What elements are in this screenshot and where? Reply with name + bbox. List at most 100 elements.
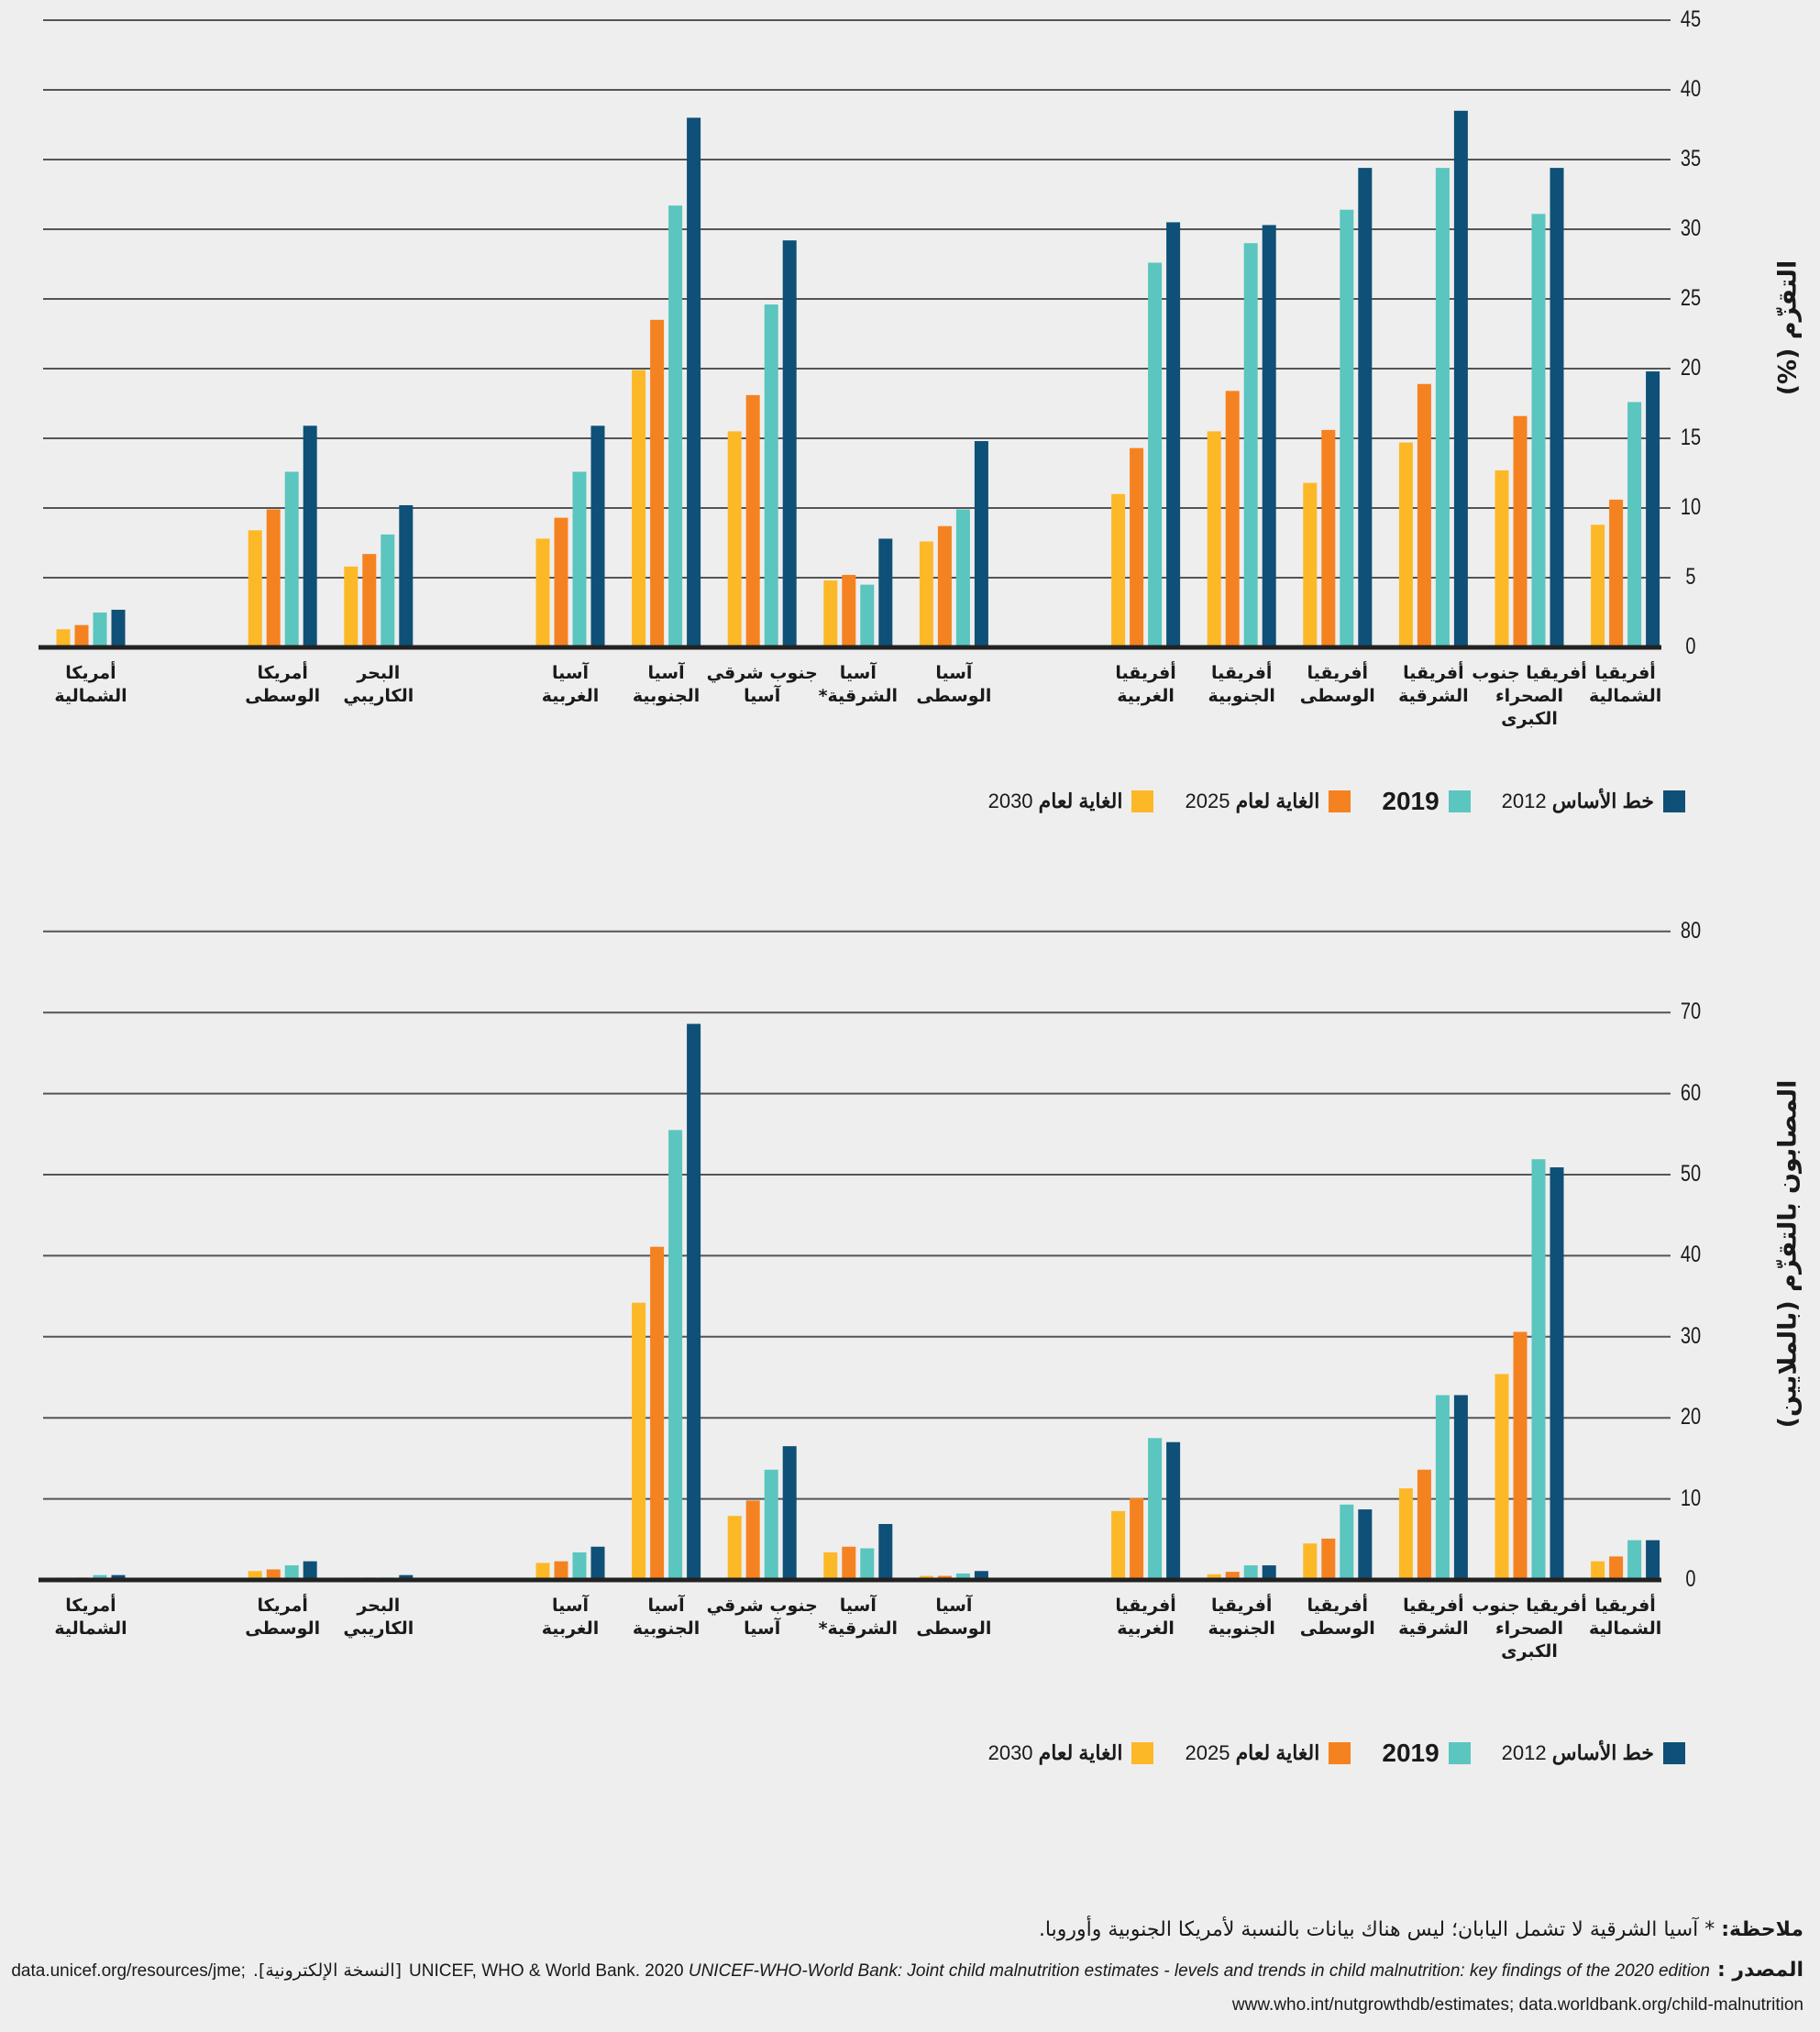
bar xyxy=(111,1574,126,1580)
category-label: أفريقيا الشمالية xyxy=(1588,663,1662,706)
bar xyxy=(248,530,262,647)
category-label: آسيا الجنوبية xyxy=(632,663,700,706)
bar xyxy=(303,425,317,647)
y-tick-label: 60 xyxy=(1680,1079,1702,1106)
legend-label: الغاية لعام xyxy=(1235,790,1320,812)
y-tick-label: 10 xyxy=(1680,494,1702,520)
bar xyxy=(590,1546,605,1580)
category-label: آسيا الجنوبية xyxy=(632,1596,700,1639)
chart-2-legend: خط الأساس 2012 2019 الغاية لعام 2025 الغ… xyxy=(988,1739,1685,1768)
source-url-unicef[interactable]: data.unicef.org/resources/jme; xyxy=(11,1961,246,1981)
bar xyxy=(974,1571,988,1580)
legend-swatch xyxy=(1663,790,1685,812)
legend-year: 2025 xyxy=(1185,1741,1230,1764)
bar xyxy=(823,580,838,647)
bar xyxy=(266,1569,281,1580)
bar xyxy=(1321,1538,1336,1580)
legend-swatch xyxy=(1448,790,1471,812)
bar xyxy=(860,584,875,647)
category-label: جنوب شرقي آسيا xyxy=(706,663,818,706)
bar xyxy=(266,509,281,647)
bar xyxy=(303,1561,317,1580)
bar xyxy=(572,471,587,647)
y-tick-label: 15 xyxy=(1680,425,1702,450)
bar xyxy=(1111,1510,1126,1580)
category-label: آسيا الشرقية* xyxy=(818,1596,899,1639)
bar xyxy=(842,1546,856,1580)
bar xyxy=(1166,222,1181,647)
bar xyxy=(1303,482,1318,647)
bar xyxy=(554,1561,568,1580)
bar xyxy=(782,240,797,647)
y-tick-label: 0 xyxy=(1685,634,1696,659)
bar xyxy=(1513,1331,1528,1580)
category-label: أفريقيا الجنوبية xyxy=(1208,663,1275,706)
bar xyxy=(1207,431,1221,647)
bar xyxy=(687,1023,701,1580)
y-tick-label: 5 xyxy=(1685,564,1696,590)
bar xyxy=(93,613,107,647)
legend-swatch xyxy=(1329,1742,1351,1764)
bar xyxy=(1417,383,1431,647)
bar xyxy=(919,541,933,647)
category-label: آسيا الشرقية* xyxy=(818,663,899,706)
bar xyxy=(650,1246,665,1580)
bar xyxy=(1646,1540,1660,1580)
bar xyxy=(1627,402,1642,647)
bar xyxy=(955,1573,970,1580)
bar xyxy=(1243,243,1258,647)
category-label: أمريكا الوسطى xyxy=(245,1596,321,1639)
bar xyxy=(93,1574,107,1580)
bar xyxy=(1609,499,1624,647)
source-title: UNICEF-WHO-World Bank: Joint child malnu… xyxy=(688,1961,1710,1981)
legend-label: الغاية لعام xyxy=(1235,1741,1320,1764)
bar xyxy=(745,1500,760,1580)
legend-label: 2019 xyxy=(1382,1739,1439,1767)
bar xyxy=(535,538,550,647)
bar xyxy=(860,1548,875,1580)
source-citation: UNICEF, WHO & World Bank. 2020 UNICEF-WH… xyxy=(409,1961,1710,1982)
bar xyxy=(1531,1159,1546,1580)
bar xyxy=(764,304,778,647)
bar xyxy=(74,624,89,647)
bar xyxy=(1398,442,1413,647)
y-tick-label: 30 xyxy=(1680,215,1702,241)
bar xyxy=(1435,1395,1450,1580)
category-label: أفريقيا الوسطى xyxy=(1299,1596,1375,1639)
bar xyxy=(362,554,377,647)
bar xyxy=(399,504,414,647)
bar xyxy=(572,1552,587,1580)
bar xyxy=(1130,1497,1144,1580)
bar xyxy=(1243,1565,1258,1580)
y-tick-label: 70 xyxy=(1680,999,1702,1025)
category-label: البحر الكاريبي xyxy=(343,1596,414,1639)
bar xyxy=(399,1574,414,1580)
bar xyxy=(687,117,701,647)
source-line: المصدر : UNICEF, WHO & World Bank. 2020 … xyxy=(11,1959,1803,1982)
bar xyxy=(344,566,358,647)
bar xyxy=(1207,1574,1221,1580)
y-tick-label: 0 xyxy=(1685,1566,1696,1592)
bar xyxy=(764,1469,778,1580)
category-label: آسيا الوسطى xyxy=(916,1596,992,1639)
source-urls[interactable]: www.who.int/nutgrowthdb/estimates; data.… xyxy=(1231,1995,1803,2015)
category-label: أمريكا الوسطى xyxy=(245,663,321,706)
category-label: أفريقيا الجنوبية xyxy=(1208,1596,1275,1639)
y-tick-label: 40 xyxy=(1680,76,1702,102)
chart-1-legend: خط الأساس 2012 2019 الغاية لعام 2025 الغ… xyxy=(988,787,1685,816)
y-tick-label: 30 xyxy=(1680,1322,1702,1349)
bar xyxy=(56,629,71,647)
y-tick-label: 40 xyxy=(1680,1242,1702,1268)
bar xyxy=(535,1563,550,1580)
category-label: أفريقيا الشرقية xyxy=(1398,663,1469,706)
category-label: آسيا الغربية xyxy=(541,1596,600,1639)
y-tick-label: 35 xyxy=(1680,146,1702,171)
bar xyxy=(1646,371,1660,647)
legend-year: 2030 xyxy=(987,1741,1033,1764)
bar xyxy=(1417,1469,1431,1580)
bar xyxy=(1435,168,1450,647)
legend-item-baseline-2012: خط الأساس 2012 xyxy=(1502,1741,1685,1765)
bar xyxy=(1550,168,1564,647)
legend-year: 2025 xyxy=(1185,790,1230,812)
bar xyxy=(381,534,395,647)
